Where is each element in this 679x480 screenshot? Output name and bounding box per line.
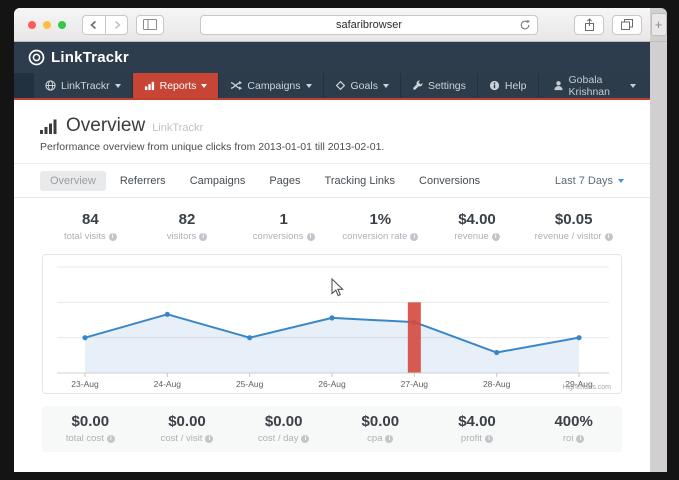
info-icon[interactable]: i <box>307 233 315 241</box>
nav-item-linktrackr[interactable]: LinkTrackr <box>34 73 132 98</box>
stat-conversion-rate: 1%conversion ratei <box>332 211 429 242</box>
page-content: Overview LinkTrackr Performance overview… <box>14 100 650 472</box>
visits-chart[interactable]: 23-Aug24-Aug25-Aug26-Aug27-Aug28-Aug29-A… <box>43 255 622 393</box>
forward-button[interactable] <box>105 15 128 35</box>
share-icon[interactable] <box>574 15 604 35</box>
info-icon[interactable]: i <box>205 435 213 443</box>
stats-row-bottom: $0.00total costi $0.00cost / visiti $0.0… <box>42 406 622 452</box>
page-subtitle: Performance overview from unique clicks … <box>40 141 624 153</box>
address-bar-text: safaribrowser <box>336 19 402 31</box>
info-icon[interactable]: i <box>107 435 115 443</box>
brand-name: LinkTrackr <box>51 49 129 66</box>
window-right-gutter: + <box>650 8 667 472</box>
chevron-down-icon <box>383 84 389 88</box>
stat-cost-day: $0.00cost / dayi <box>235 413 332 444</box>
browser-window: safaribrowser LinkTrackr <box>14 8 650 472</box>
date-range-dropdown[interactable]: Last 7 Days <box>555 175 624 187</box>
page-title-suffix: LinkTrackr <box>152 122 203 134</box>
svg-text:26-Aug: 26-Aug <box>318 379 346 389</box>
tab-tracking-links[interactable]: Tracking Links <box>315 171 406 191</box>
window-controls <box>28 21 66 29</box>
stat-total-cost: $0.00total costi <box>42 413 139 444</box>
overview-chart-icon <box>40 119 59 134</box>
help-icon <box>489 80 500 91</box>
svg-text:25-Aug: 25-Aug <box>236 379 264 389</box>
info-icon[interactable]: i <box>605 233 613 241</box>
globe-icon <box>45 80 56 91</box>
chevron-down-icon <box>618 179 624 183</box>
wrench-icon <box>412 80 423 91</box>
user-menu[interactable]: Gobala Krishnan <box>539 73 650 98</box>
tab-pages[interactable]: Pages <box>259 171 310 191</box>
goal-diamond-icon <box>335 80 346 91</box>
tab-campaigns[interactable]: Campaigns <box>180 171 256 191</box>
stat-total-visits: 84total visitsi <box>42 211 139 242</box>
tab-referrers[interactable]: Referrers <box>110 171 176 191</box>
svg-text:24-Aug: 24-Aug <box>154 379 182 389</box>
new-tab-button[interactable]: + <box>651 13 667 36</box>
chevron-down-icon <box>630 84 636 88</box>
page-title: Overview <box>66 115 145 137</box>
info-icon[interactable]: i <box>492 233 500 241</box>
shuffle-icon <box>230 80 242 91</box>
back-button[interactable] <box>82 15 105 35</box>
info-icon[interactable]: i <box>199 233 207 241</box>
sidebar-toggle-button[interactable] <box>136 15 164 35</box>
stat-revenue: $4.00revenuei <box>429 211 526 242</box>
user-name: Gobala Krishnan <box>569 74 625 98</box>
info-icon[interactable]: i <box>485 435 493 443</box>
stat-cost-visit: $0.00cost / visiti <box>139 413 236 444</box>
nav-item-reports[interactable]: Reports <box>133 73 219 98</box>
close-window-button[interactable] <box>28 21 36 29</box>
show-tabs-icon[interactable] <box>612 15 642 35</box>
chevron-down-icon <box>115 84 121 88</box>
svg-text:Highcharts.com: Highcharts.com <box>562 384 611 391</box>
nav-item-help[interactable]: Help <box>478 73 538 98</box>
info-icon[interactable]: i <box>410 233 418 241</box>
screenshot-frame: safaribrowser LinkTrackr <box>0 0 679 480</box>
nav-item-goals[interactable]: Goals <box>324 73 400 98</box>
info-icon[interactable]: i <box>109 233 117 241</box>
user-icon <box>553 80 564 91</box>
page-header: Overview LinkTrackr Performance overview… <box>14 100 650 164</box>
stat-profit: $4.00profiti <box>429 413 526 444</box>
nav-item-settings[interactable]: Settings <box>401 73 477 98</box>
address-bar[interactable]: safaribrowser <box>200 15 538 35</box>
visits-chart-panel[interactable]: 23-Aug24-Aug25-Aug26-Aug27-Aug28-Aug29-A… <box>42 254 622 394</box>
svg-text:27-Aug: 27-Aug <box>401 379 429 389</box>
stats-row-top: 84total visitsi 82visitorsi 1conversions… <box>14 198 650 252</box>
stat-conversions: 1conversionsi <box>235 211 332 242</box>
tab-overview[interactable]: Overview <box>40 171 106 191</box>
svg-text:28-Aug: 28-Aug <box>483 379 511 389</box>
chevron-down-icon <box>306 84 312 88</box>
info-icon[interactable]: i <box>576 435 584 443</box>
tab-conversions[interactable]: Conversions <box>409 171 490 191</box>
browser-toolbar: safaribrowser <box>14 8 650 42</box>
zoom-window-button[interactable] <box>58 21 66 29</box>
stat-cpa: $0.00cpai <box>332 413 429 444</box>
minimize-window-button[interactable] <box>43 21 51 29</box>
report-tabs: Overview Referrers Campaigns Pages Track… <box>14 164 650 198</box>
stat-revenue-visitor: $0.05revenue / visitori <box>525 211 622 242</box>
stat-roi: 400%roii <box>525 413 622 444</box>
stat-visitors: 82visitorsi <box>139 211 236 242</box>
chevron-down-icon <box>201 84 207 88</box>
app-header: LinkTrackr <box>14 42 650 73</box>
reload-icon[interactable] <box>519 19 531 31</box>
app-nav: LinkTrackr Reports Campaigns Goals <box>14 73 650 100</box>
bar-chart-icon <box>144 80 155 91</box>
info-icon[interactable]: i <box>385 435 393 443</box>
nav-item-campaigns[interactable]: Campaigns <box>219 73 322 98</box>
svg-text:23-Aug: 23-Aug <box>71 379 99 389</box>
info-icon[interactable]: i <box>301 435 309 443</box>
linktrackr-logo-icon <box>28 49 45 66</box>
